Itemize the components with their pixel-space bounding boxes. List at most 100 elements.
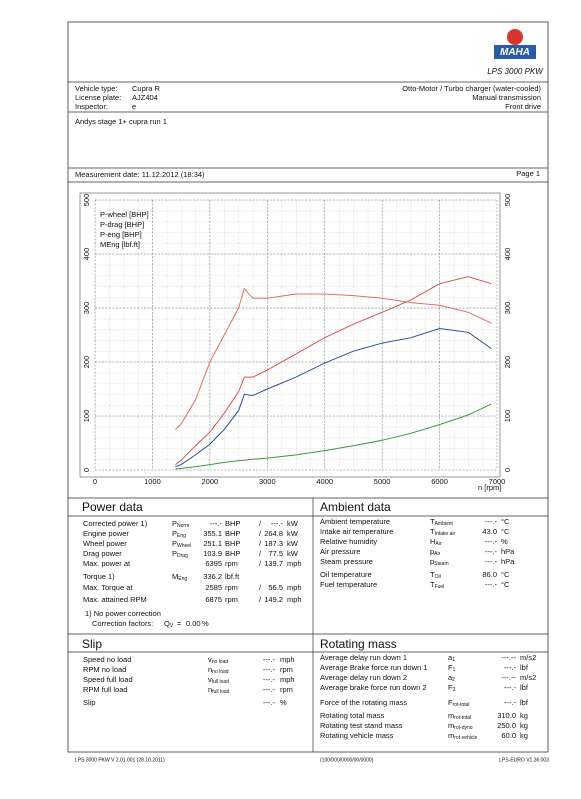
symbol-main: P: [172, 549, 177, 558]
symbol-sub: full load: [212, 679, 229, 685]
comment: Andys stage 1+ cupra run 1: [75, 117, 167, 126]
row-unit: °C: [501, 517, 510, 526]
row-label: Steam pressure: [320, 557, 373, 566]
y-tick-label: 300: [82, 302, 91, 315]
row-label: Rotating vehicle mass: [320, 731, 394, 740]
vehicle-label: Vehicle type:: [75, 84, 118, 93]
row-unit: %: [501, 537, 508, 546]
symbol-main: m: [448, 721, 454, 730]
symbol-sub: V: [170, 623, 174, 629]
row-value: ---.-: [504, 698, 517, 707]
row-label: Speed no load: [83, 655, 131, 664]
row-unit: rpm: [225, 595, 238, 604]
symbol-sub: rot-total: [454, 715, 471, 721]
x-tick-label: 1000: [144, 477, 161, 486]
x-tick-label: 0: [93, 477, 97, 486]
symbol: PWheel: [172, 539, 191, 549]
symbol-sub: Air: [435, 541, 441, 547]
row-value: 43.0: [482, 527, 497, 536]
row-unit: BHP: [225, 539, 240, 548]
symbol-sub: no load: [212, 659, 229, 665]
row-unit: mph: [280, 675, 295, 684]
symbol: nno load: [208, 665, 229, 675]
row-value: ---.-: [485, 580, 498, 589]
symbol-main: a: [448, 653, 453, 662]
y-tick-label: 400: [82, 248, 91, 261]
symbol-main: F: [448, 663, 453, 672]
row-value: 336.2: [203, 572, 222, 581]
minor-grid: [95, 200, 497, 470]
row-unit: lbf: [520, 663, 529, 672]
row-value: ---.-: [485, 517, 498, 526]
symbol-sub: Eng: [178, 576, 187, 582]
legend-entry: P-eng [BHP]: [100, 230, 142, 239]
page-border: [67, 21, 549, 753]
symbol: pSteam: [430, 557, 449, 567]
row-unit: kg: [520, 721, 528, 730]
x-tick-label: 3000: [259, 477, 276, 486]
legend-entry: P-wheel [BHP]: [100, 210, 149, 219]
row-unit: lbf: [520, 698, 529, 707]
series-line: [175, 327, 492, 468]
symbol: PEng: [172, 529, 186, 539]
symbol: vfull load: [208, 675, 229, 685]
symbol-main: T: [430, 570, 435, 579]
logo: MAHA LPS 3000 PKW: [487, 29, 544, 76]
symbol-main: P: [172, 539, 177, 548]
row-unit: kg: [520, 731, 528, 740]
row-value: ---.-: [263, 685, 276, 694]
row-label: Force of the rotating mass: [320, 698, 407, 707]
logo-gear: [507, 29, 523, 45]
vehicle-value: e: [132, 102, 136, 111]
row-unit2: kW: [287, 519, 299, 528]
symbol-main: v: [208, 655, 212, 664]
x-tick-label: 7000: [489, 477, 506, 486]
row-label: Rotating test stand mass: [320, 721, 403, 730]
footer-text: LPS-EURO V1.36.003: [499, 757, 549, 763]
symbol-sub: Wheel: [177, 543, 191, 549]
symbol: mrot-vehicle: [448, 731, 478, 741]
engine-info: Otto-Motor / Turbo charger (water-cooled…: [402, 84, 541, 93]
symbol: TOil: [430, 570, 441, 580]
row-value2: 77.5: [268, 549, 283, 558]
row-value: ---.-: [263, 698, 276, 707]
row-unit2: mph: [287, 559, 302, 568]
symbol-main: H: [430, 537, 435, 546]
row-value2: 56.5: [268, 583, 283, 592]
symbol-main: T: [430, 517, 435, 526]
row-label: Average Brake force run down 1: [320, 663, 427, 672]
logo-brand: MAHA: [500, 47, 530, 58]
symbol: PNorm: [172, 519, 189, 529]
symbol: PDrag: [172, 549, 188, 559]
symbol-sub: 1: [452, 657, 455, 663]
row-label: Torque 1): [83, 572, 115, 581]
symbol: TIntake air: [430, 527, 455, 537]
row-value: 251.1: [203, 539, 222, 548]
correction-label: Correction factors:: [92, 619, 153, 628]
symbol-sub: 2: [452, 677, 455, 683]
row-value: 250.0: [497, 721, 516, 730]
row-unit2: mph: [287, 583, 302, 592]
symbol-sub: Norm: [177, 523, 189, 529]
row-value: 86.0: [482, 570, 497, 579]
row-label: Oil temperature: [320, 570, 372, 579]
symbol-sub: Eng: [177, 533, 186, 539]
row-unit2: mph: [287, 595, 302, 604]
x-tick-label: 4000: [316, 477, 333, 486]
engine-info: Manual transmission: [472, 93, 541, 102]
series-line: [175, 276, 492, 465]
row-label: Slip: [83, 698, 96, 707]
row-label: Drag power: [83, 549, 122, 558]
row-label: Max. power at: [83, 559, 131, 568]
row-unit: BHP: [225, 549, 240, 558]
row-label: Engine power: [83, 529, 129, 538]
row-value: ---.-: [485, 547, 498, 556]
symbol-sub: 1: [453, 667, 456, 673]
logo-box: [494, 45, 536, 59]
footer-text: (100/000/0000/00/0000): [320, 757, 374, 763]
symbol-sub: Drag: [177, 553, 188, 559]
symbol-sub: Intake air: [435, 531, 456, 537]
row-unit: rpm: [225, 583, 238, 592]
row-unit: mph: [280, 655, 295, 664]
symbol-sub: Oil: [435, 574, 441, 580]
